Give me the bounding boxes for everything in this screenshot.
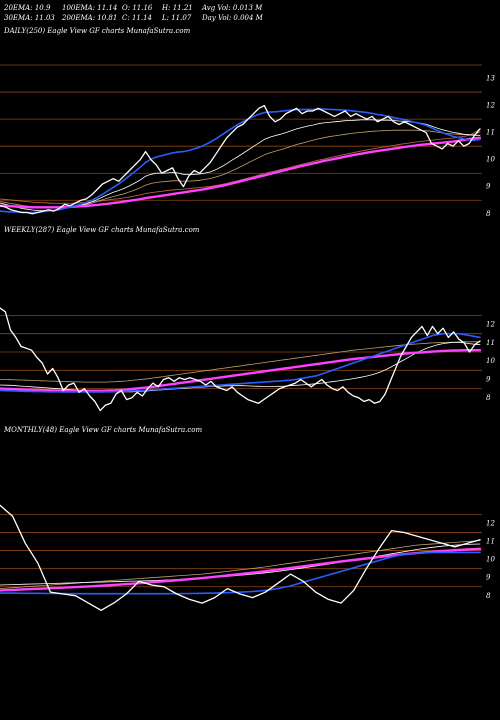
header-label: Day Vol: 0.004 M xyxy=(201,14,264,22)
header-label: 20EMA: 10.9 xyxy=(3,4,51,12)
y-tick-label: 10 xyxy=(486,357,495,365)
y-tick-label: 8 xyxy=(486,592,491,600)
header-label: L: 11.07 xyxy=(161,14,192,22)
y-tick-label: 9 xyxy=(486,574,491,582)
header-label: 30EMA: 11.03 xyxy=(4,14,55,22)
header-label: O: 11.16 xyxy=(122,4,153,12)
y-tick-label: 8 xyxy=(486,210,491,218)
y-tick-label: 11 xyxy=(486,538,495,546)
y-tick-label: 11 xyxy=(486,129,495,137)
series-line-ema20 xyxy=(0,119,481,212)
y-tick-label: 12 xyxy=(486,519,495,527)
header-label: C: 11.14 xyxy=(122,14,152,22)
y-tick-label: 10 xyxy=(486,556,495,564)
series-line-price xyxy=(0,307,481,412)
header-label: Avg Vol: 0.013 M xyxy=(201,4,263,12)
header-row-2: 30EMA: 11.03 200EMA: 10.81 C: 11.14 L: 1… xyxy=(4,14,264,22)
y-tick-label: 11 xyxy=(486,339,495,347)
panel-title-daily: DAILY(250) Eagle View GF charts MunafaSu… xyxy=(3,27,191,35)
y-tick-label: 12 xyxy=(486,102,495,110)
series-line-ema_a xyxy=(0,341,481,383)
y-tick-label: 9 xyxy=(486,375,491,383)
series-line-blue xyxy=(0,108,481,214)
series-line-blue xyxy=(0,551,481,595)
header-label: H: 11.21 xyxy=(161,4,193,12)
series-line-ema30 xyxy=(0,129,481,209)
series-line-ema_b xyxy=(0,543,481,586)
series-line-magenta xyxy=(0,349,482,392)
series-line-ema100 xyxy=(0,128,481,204)
header-label: 100EMA: 11.14 xyxy=(62,4,117,12)
series-line-price xyxy=(0,504,481,611)
y-tick-label: 9 xyxy=(486,183,491,191)
series-line-ema_a xyxy=(0,540,481,589)
daily-panel: 8 9 10 11 12 13 xyxy=(0,64,495,218)
weekly-panel: 8 9 10 11 12 xyxy=(0,307,495,412)
header-row-1: 20EMA: 10.9 100EMA: 11.14 O: 11.16 H: 11… xyxy=(3,4,263,12)
y-tick-label: 12 xyxy=(486,321,495,329)
header-label: 200EMA: 10.81 xyxy=(61,14,117,22)
panel-title-weekly: WEEKLY(287) Eagle View GF charts MunafaS… xyxy=(4,226,200,234)
y-tick-label: 10 xyxy=(486,156,495,164)
series-line-ema200 xyxy=(0,136,482,209)
y-tick-label: 13 xyxy=(486,75,495,83)
y-tick-label: 8 xyxy=(486,394,491,402)
monthly-panel: 8 9 10 11 12 xyxy=(0,504,495,611)
series-line-price xyxy=(0,104,481,215)
panel-title-monthly: MONTHLY(48) Eagle View GF charts MunafaS… xyxy=(3,426,202,434)
